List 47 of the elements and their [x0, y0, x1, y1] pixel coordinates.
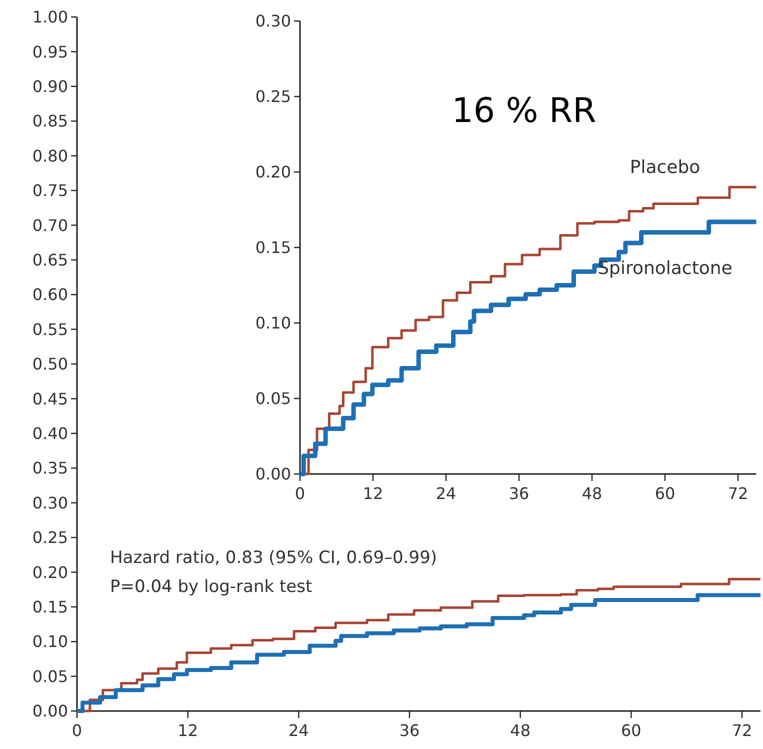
y-tick-label: 0.10 — [32, 632, 68, 652]
y-tick-label: 0.85 — [32, 112, 68, 131]
y-tick-label: 0.50 — [32, 354, 68, 374]
y-tick-label: 0.20 — [32, 562, 68, 582]
x-tick-label: 0 — [72, 721, 82, 740]
series-label: Spironolactone — [598, 258, 732, 279]
x-tick-label: 24 — [436, 484, 456, 503]
x-tick-label: 60 — [620, 721, 642, 740]
annotation: Hazard ratio, 0.83 (95% CI, 0.69–0.99) — [110, 548, 438, 568]
y-tick-label: 0.00 — [32, 702, 68, 721]
y-tick-label: 1.00 — [32, 8, 68, 27]
y-tick-label: 0.90 — [32, 77, 68, 96]
x-tick-label: 24 — [288, 721, 309, 740]
y-tick-label: 0.65 — [32, 250, 68, 270]
y-tick-label: 0.55 — [32, 320, 68, 339]
y-tick-label: 0.25 — [255, 87, 291, 106]
y-tick-label: 0.70 — [32, 216, 68, 235]
x-tick-label: 72 — [732, 721, 752, 740]
y-tick-label: 0.30 — [255, 12, 291, 31]
y-tick-label: 0.05 — [255, 389, 291, 408]
y-tick-label: 0.10 — [255, 314, 291, 333]
x-tick-label: 60 — [654, 484, 676, 503]
y-tick-label: 0.20 — [255, 162, 291, 182]
y-tick-label: 0.05 — [32, 666, 68, 686]
y-tick-label: 0.15 — [255, 238, 291, 258]
series-label: Placebo — [630, 157, 700, 178]
x-tick-label: 36 — [399, 721, 420, 740]
y-tick-label: 0.35 — [32, 458, 68, 478]
y-tick-label: 0.75 — [32, 181, 68, 200]
annotation: 16 % RR — [452, 91, 596, 131]
annotation: P=0.04 by log-rank test — [110, 577, 312, 597]
y-tick-label: 0.95 — [32, 42, 68, 62]
y-tick-label: 0.45 — [32, 389, 68, 408]
y-tick-label: 0.15 — [32, 598, 68, 616]
x-tick-label: 36 — [508, 484, 530, 503]
y-tick-label: 0.25 — [32, 528, 68, 548]
y-tick-label: 0.80 — [32, 146, 68, 166]
x-tick-label: 12 — [362, 484, 384, 503]
y-tick-label: 0.40 — [32, 424, 68, 443]
x-tick-label: 48 — [582, 484, 602, 503]
y-tick-label: 0.30 — [32, 493, 68, 512]
x-tick-label: 72 — [728, 484, 748, 503]
x-tick-label: 12 — [178, 721, 198, 740]
y-tick-label: 0.60 — [32, 285, 68, 304]
x-tick-label: 0 — [294, 484, 306, 503]
y-tick-label: 0.00 — [255, 464, 291, 484]
x-tick-label: 48 — [510, 721, 531, 740]
